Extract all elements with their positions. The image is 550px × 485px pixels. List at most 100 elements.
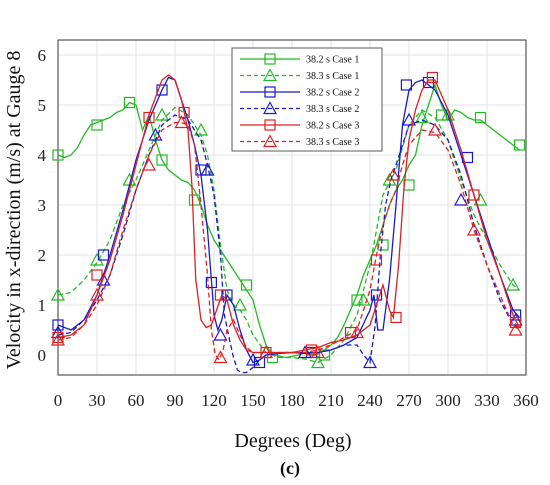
y-tick-label: 2 <box>38 246 47 265</box>
legend-entry: 38.3 s Case 2 <box>240 101 359 115</box>
legend-label: 38.3 s Case 2 <box>306 104 359 115</box>
data-point <box>377 239 389 251</box>
data-point <box>427 122 443 136</box>
x-tick-label: 120 <box>201 391 227 410</box>
y-tick-label: 0 <box>38 346 47 365</box>
data-point <box>468 189 480 201</box>
data-point <box>123 96 136 109</box>
data-point <box>310 355 326 369</box>
data-point <box>52 331 64 344</box>
data-point <box>440 107 456 121</box>
data-point <box>91 119 103 131</box>
data-point <box>414 110 430 124</box>
data-point <box>193 122 209 136</box>
legend: 38.2 s Case 1 38.3 s Case 1 38.2 s Case 2 3… <box>231 47 383 152</box>
y-tick-label: 6 <box>38 46 47 65</box>
data-point <box>143 111 155 124</box>
legend-entry: 38.3 s Case 3 <box>240 134 359 148</box>
data-point <box>362 355 378 369</box>
y-axis-label: Velocity in x-direction (m/s) at Gauge 8 <box>3 51 25 370</box>
x-tick-label: 360 <box>513 391 539 410</box>
data-point <box>89 287 105 301</box>
data-point <box>52 149 64 161</box>
data-point <box>205 276 217 289</box>
series-6 <box>50 115 523 364</box>
y-tick-label: 1 <box>38 296 47 315</box>
series-line <box>57 114 520 374</box>
tick-labels: 0 30 60 90 120 150 180 210 240 270 300 330 360 0 1 2 3 4 5… <box>38 46 539 410</box>
data-point <box>466 222 482 236</box>
legend-marker <box>262 68 278 82</box>
data-point <box>310 345 326 359</box>
data-point <box>474 111 487 124</box>
series-line <box>57 121 520 362</box>
data-point <box>156 84 168 96</box>
data-point <box>148 127 163 141</box>
legend-marker <box>264 86 276 98</box>
series-layer <box>50 71 526 374</box>
data-point <box>178 106 190 119</box>
x-tick-label: 90 <box>167 391 184 410</box>
data-point <box>386 167 401 181</box>
data-point <box>426 71 438 84</box>
x-tick-label: 30 <box>89 391 106 410</box>
legend-marker <box>264 119 276 131</box>
legend-box <box>231 47 383 152</box>
x-tick-label: 180 <box>279 391 305 410</box>
data-point <box>453 192 469 206</box>
data-point <box>52 319 64 331</box>
legend-entry: 38.3 s Case 1 <box>240 68 359 82</box>
x-tick-label: 60 <box>128 391 145 410</box>
data-point <box>401 112 417 126</box>
x-tick-label: 240 <box>357 391 383 410</box>
data-point <box>505 277 521 291</box>
data-point <box>258 345 274 359</box>
data-point <box>156 154 168 166</box>
data-point <box>50 332 66 346</box>
legend-label: 38.2 s Case 3 <box>306 121 359 132</box>
x-tick-label: 270 <box>396 391 422 410</box>
data-point <box>214 289 227 301</box>
legend-entry: 38.2 s Case 3 <box>240 119 359 132</box>
data-point <box>91 269 103 281</box>
data-point <box>200 162 215 176</box>
data-point <box>97 249 110 261</box>
data-point <box>318 349 331 361</box>
data-point <box>390 311 402 324</box>
data-point <box>232 297 248 311</box>
legend-label: 38.3 s Case 3 <box>306 137 359 148</box>
x-tick-label: 300 <box>435 391 461 410</box>
data-point <box>154 107 170 121</box>
legend-entry: 38.2 s Case 2 <box>240 86 359 99</box>
data-point <box>297 345 313 359</box>
data-point <box>349 325 365 339</box>
y-tick-label: 4 <box>38 146 47 165</box>
data-point <box>400 79 412 91</box>
data-point <box>370 289 383 301</box>
data-point <box>141 157 157 171</box>
legend-marker <box>262 134 278 148</box>
y-tick-label: 3 <box>38 196 47 215</box>
plot-frame <box>57 39 527 376</box>
legend-marker <box>264 53 276 65</box>
y-tick-label: 5 <box>38 96 47 115</box>
legend-marker <box>262 101 278 115</box>
data-point <box>174 115 189 129</box>
data-point <box>240 279 253 291</box>
data-point <box>213 327 228 341</box>
legend-label: 38.2 s Case 1 <box>306 55 359 66</box>
data-point <box>245 352 261 366</box>
legend-label: 38.2 s Case 2 <box>306 88 359 99</box>
data-point <box>513 139 526 151</box>
series-line <box>57 76 520 364</box>
data-point <box>508 322 523 336</box>
x-axis-label: Degrees (Deg) <box>234 430 351 452</box>
legend-entry: 38.2 s Case 1 <box>240 53 359 66</box>
x-tick-label: 210 <box>318 391 344 410</box>
legend-label: 38.3 s Case 1 <box>306 71 359 82</box>
figure-caption: (c) <box>280 458 300 479</box>
data-point <box>50 287 66 301</box>
data-point <box>188 194 201 206</box>
x-tick-label: 150 <box>240 391 266 410</box>
